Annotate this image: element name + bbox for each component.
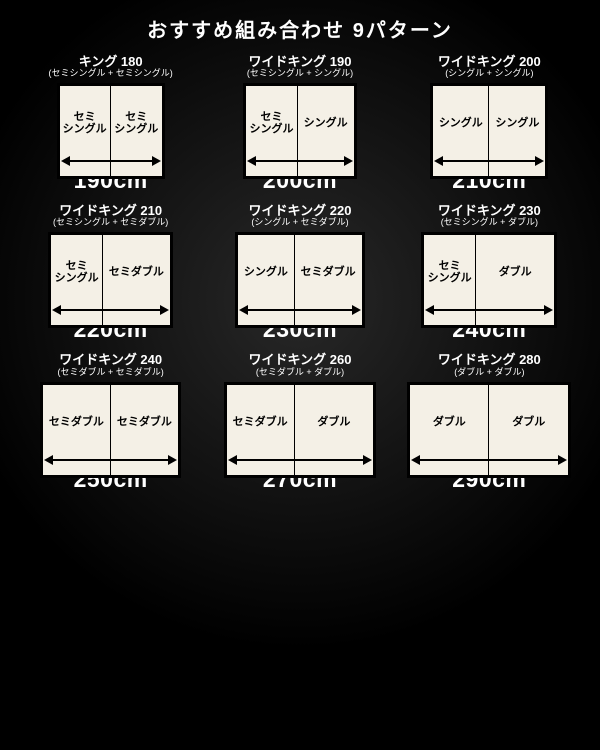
bed-half-label: ダブル [433, 416, 466, 428]
pattern-name: ワイドキング 260 [249, 353, 352, 367]
pattern-combo: (シングル + セミダブル) [251, 218, 348, 228]
bed-diagram: シングル セミダブル [235, 232, 365, 328]
pattern-combo: (セミシングル + セミシングル) [49, 69, 173, 79]
bed-diagram: セミ シングルセミ シングル [57, 83, 165, 179]
pattern-combo: (セミシングル + シングル) [247, 69, 353, 79]
pattern-cell: ワイドキング 260(セミダブル + ダブル)セミダブルダブル270cm [213, 353, 386, 492]
dimension-arrow [63, 160, 159, 162]
bed-half-label: セミ シングル [55, 260, 99, 284]
bed-half-label: セミ シングル [63, 111, 107, 135]
pattern-name: ワイドキング 280 [438, 353, 541, 367]
bed-half-label: シングル [244, 266, 288, 278]
bed-diagram: セミ シングルセミダブル [48, 232, 173, 328]
bed-diagram: セミ シングル ダブル [421, 232, 557, 328]
bed-half-label: セミ シングル [428, 260, 472, 284]
pattern-cell: ワイドキング 220(シングル + セミダブル)シングルセミダブル230cm [213, 204, 386, 343]
dimension-arrow [436, 160, 542, 162]
dimension-arrow [249, 160, 350, 162]
pattern-cell: ワイドキング 230(セミシングル + ダブル)セミ シングルダブル240cm [403, 204, 576, 343]
pattern-cell: キング 180(セミシングル + セミシングル)セミ シングルセミ シングル19… [24, 55, 197, 194]
bed-half-left: セミダブル [227, 385, 295, 475]
bed-diagram: セミダブル セミダブル [40, 382, 181, 478]
bed-diagram: セミダブル ダブル [224, 382, 377, 478]
dimension-arrow [241, 309, 359, 311]
bed-half-label: シングル [304, 117, 348, 129]
pattern-combo: (シングル + シングル) [445, 69, 533, 79]
dimension-arrow [413, 459, 565, 461]
pattern-cell: ワイドキング 190(セミシングル + シングル)セミ シングルシングル200c… [213, 55, 386, 194]
bed-half-label: セミ シングル [250, 111, 294, 135]
bed-half-left: ダブル [410, 385, 489, 475]
bed-half-label: セミダブル [49, 416, 104, 428]
bed-half-label: セミダブル [301, 266, 356, 278]
dimension-arrow [427, 309, 551, 311]
bed-half-label: セミダブル [117, 416, 172, 428]
pattern-combo: (ダブル + ダブル) [454, 368, 524, 378]
dimension-arrow [54, 309, 167, 311]
bed-diagram: シングルシングル [430, 83, 548, 179]
bed-diagram: ダブル ダブル [407, 382, 571, 478]
pattern-name: ワイドキング 240 [59, 353, 162, 367]
bed-half-label: ダブル [512, 416, 545, 428]
pattern-cell: ワイドキング 280(ダブル + ダブル)ダブルダブル290cm [403, 353, 576, 492]
dimension-arrow [46, 459, 175, 461]
pattern-cell: ワイドキング 200(シングル + シングル)シングルシングル210cm [403, 55, 576, 194]
bed-half-label: セミ シングル [114, 111, 158, 135]
pattern-combo: (セミシングル + セミダブル) [53, 218, 168, 228]
bed-half-right: ダブル [295, 385, 374, 475]
bed-half-label: セミダブル [109, 266, 164, 278]
pattern-combo: (セミダブル + ダブル) [256, 368, 344, 378]
bed-half-label: ダブル [499, 266, 532, 278]
page-title: おすすめ組み合わせ 9パターン [24, 14, 576, 43]
bed-half-label: シングル [495, 117, 539, 129]
pattern-cell: ワイドキング 240(セミダブル + セミダブル)セミダブルセミダブル250cm [24, 353, 197, 492]
bed-half-left: セミダブル [43, 385, 111, 475]
bed-diagram: セミ シングルシングル [243, 83, 356, 179]
pattern-combo: (セミシングル + ダブル) [441, 218, 538, 228]
bed-half-label: セミダブル [233, 416, 288, 428]
pattern-cell: ワイドキング 210(セミシングル + セミダブル)セミ シングルセミダブル22… [24, 204, 197, 343]
bed-half-label: シングル [439, 117, 483, 129]
bed-half-right: ダブル [489, 385, 568, 475]
dimension-arrow [230, 459, 371, 461]
bed-half-right: ダブル [476, 235, 554, 325]
bed-half-label: ダブル [317, 416, 350, 428]
pattern-grid: キング 180(セミシングル + セミシングル)セミ シングルセミ シングル19… [24, 55, 576, 493]
pattern-combo: (セミダブル + セミダブル) [58, 368, 164, 378]
